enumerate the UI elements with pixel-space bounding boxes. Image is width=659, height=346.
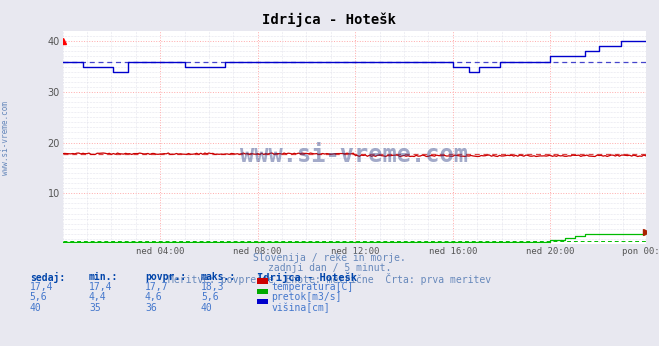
Text: 18,3: 18,3 [201,282,225,292]
Text: Meritve: povprečne  Enote: metrične  Črta: prva meritev: Meritve: povprečne Enote: metrične Črta:… [168,273,491,285]
Text: 40: 40 [30,303,42,313]
Text: 4,6: 4,6 [145,292,163,302]
Text: temperatura[C]: temperatura[C] [272,282,354,292]
Text: višina[cm]: višina[cm] [272,303,330,313]
Text: Slovenija / reke in morje.: Slovenija / reke in morje. [253,253,406,263]
Text: sedaj:: sedaj: [30,272,65,283]
Text: 5,6: 5,6 [30,292,47,302]
Text: 17,4: 17,4 [30,282,53,292]
Text: 36: 36 [145,303,157,313]
Text: www.si-vreme.com: www.si-vreme.com [241,143,468,166]
Text: pretok[m3/s]: pretok[m3/s] [272,292,342,302]
Text: zadnji dan / 5 minut.: zadnji dan / 5 minut. [268,263,391,273]
Text: 5,6: 5,6 [201,292,219,302]
Text: 35: 35 [89,303,101,313]
Text: www.si-vreme.com: www.si-vreme.com [1,101,10,175]
Text: maks.:: maks.: [201,272,236,282]
Text: 17,4: 17,4 [89,282,113,292]
Text: 40: 40 [201,303,213,313]
Text: povpr.:: povpr.: [145,272,186,282]
Text: 17,7: 17,7 [145,282,169,292]
Text: Idrijca - Hotešk: Idrijca - Hotešk [262,12,397,27]
Text: 4,4: 4,4 [89,292,107,302]
Text: min.:: min.: [89,272,119,282]
Text: Idrijca - Hotešk: Idrijca - Hotešk [257,272,357,283]
